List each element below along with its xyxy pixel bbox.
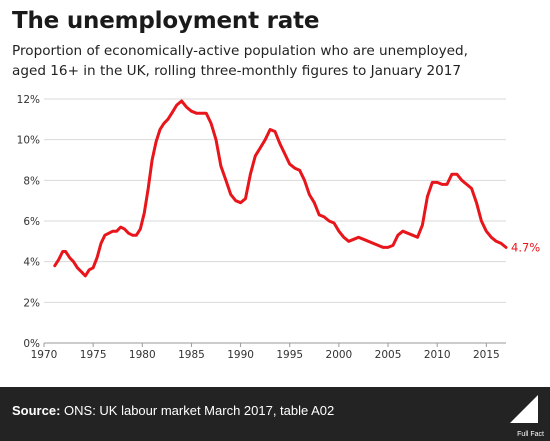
- x-tick-label: 1985: [178, 349, 205, 361]
- line-chart: 0% 2% 4% 6% 8% 10% 12% 1970 1975 1980 1985 1990 1995…: [17, 94, 541, 361]
- x-tick-label: 1990: [227, 349, 254, 361]
- logo-text: Full Fact: [517, 431, 544, 438]
- subtitle-line-1: Proportion of economically-active popula…: [12, 43, 468, 59]
- subtitle-line-2: aged 16+ in the UK, rolling three-monthl…: [12, 63, 462, 79]
- x-tick-label: 2015: [473, 349, 500, 361]
- series-line: [53, 99, 508, 278]
- y-tick-label: 10%: [17, 135, 40, 147]
- y-tick-label: 4%: [23, 257, 40, 269]
- footer: Source: ONS: UK labour market March 2017…: [0, 387, 550, 441]
- source-label: Source:: [12, 403, 61, 418]
- x-tick-label: 2010: [424, 349, 451, 361]
- y-tick-label: 8%: [23, 175, 40, 187]
- x-tick-label: 1975: [80, 349, 107, 361]
- y-tick-label: 12%: [17, 94, 40, 106]
- full-fact-logo: [510, 395, 538, 423]
- x-tick-label: 1970: [31, 349, 58, 361]
- y-tick-label: 0%: [23, 338, 40, 350]
- y-tick-label: 6%: [23, 216, 40, 228]
- y-tick-label: 2%: [23, 297, 40, 309]
- end-value-label: 4.7%: [511, 240, 540, 254]
- chart-title: The unemployment rate: [12, 8, 320, 34]
- x-tick-label: 2005: [375, 349, 402, 361]
- x-tick-label: 1995: [276, 349, 303, 361]
- x-tick-label: 2000: [326, 349, 353, 361]
- chart-subtitle: Proportion of economically-active popula…: [12, 41, 542, 81]
- source-note: Source: ONS: UK labour market March 2017…: [12, 403, 334, 418]
- source-text: ONS: UK labour market March 2017, table …: [60, 403, 335, 418]
- x-tick-label: 1980: [129, 349, 156, 361]
